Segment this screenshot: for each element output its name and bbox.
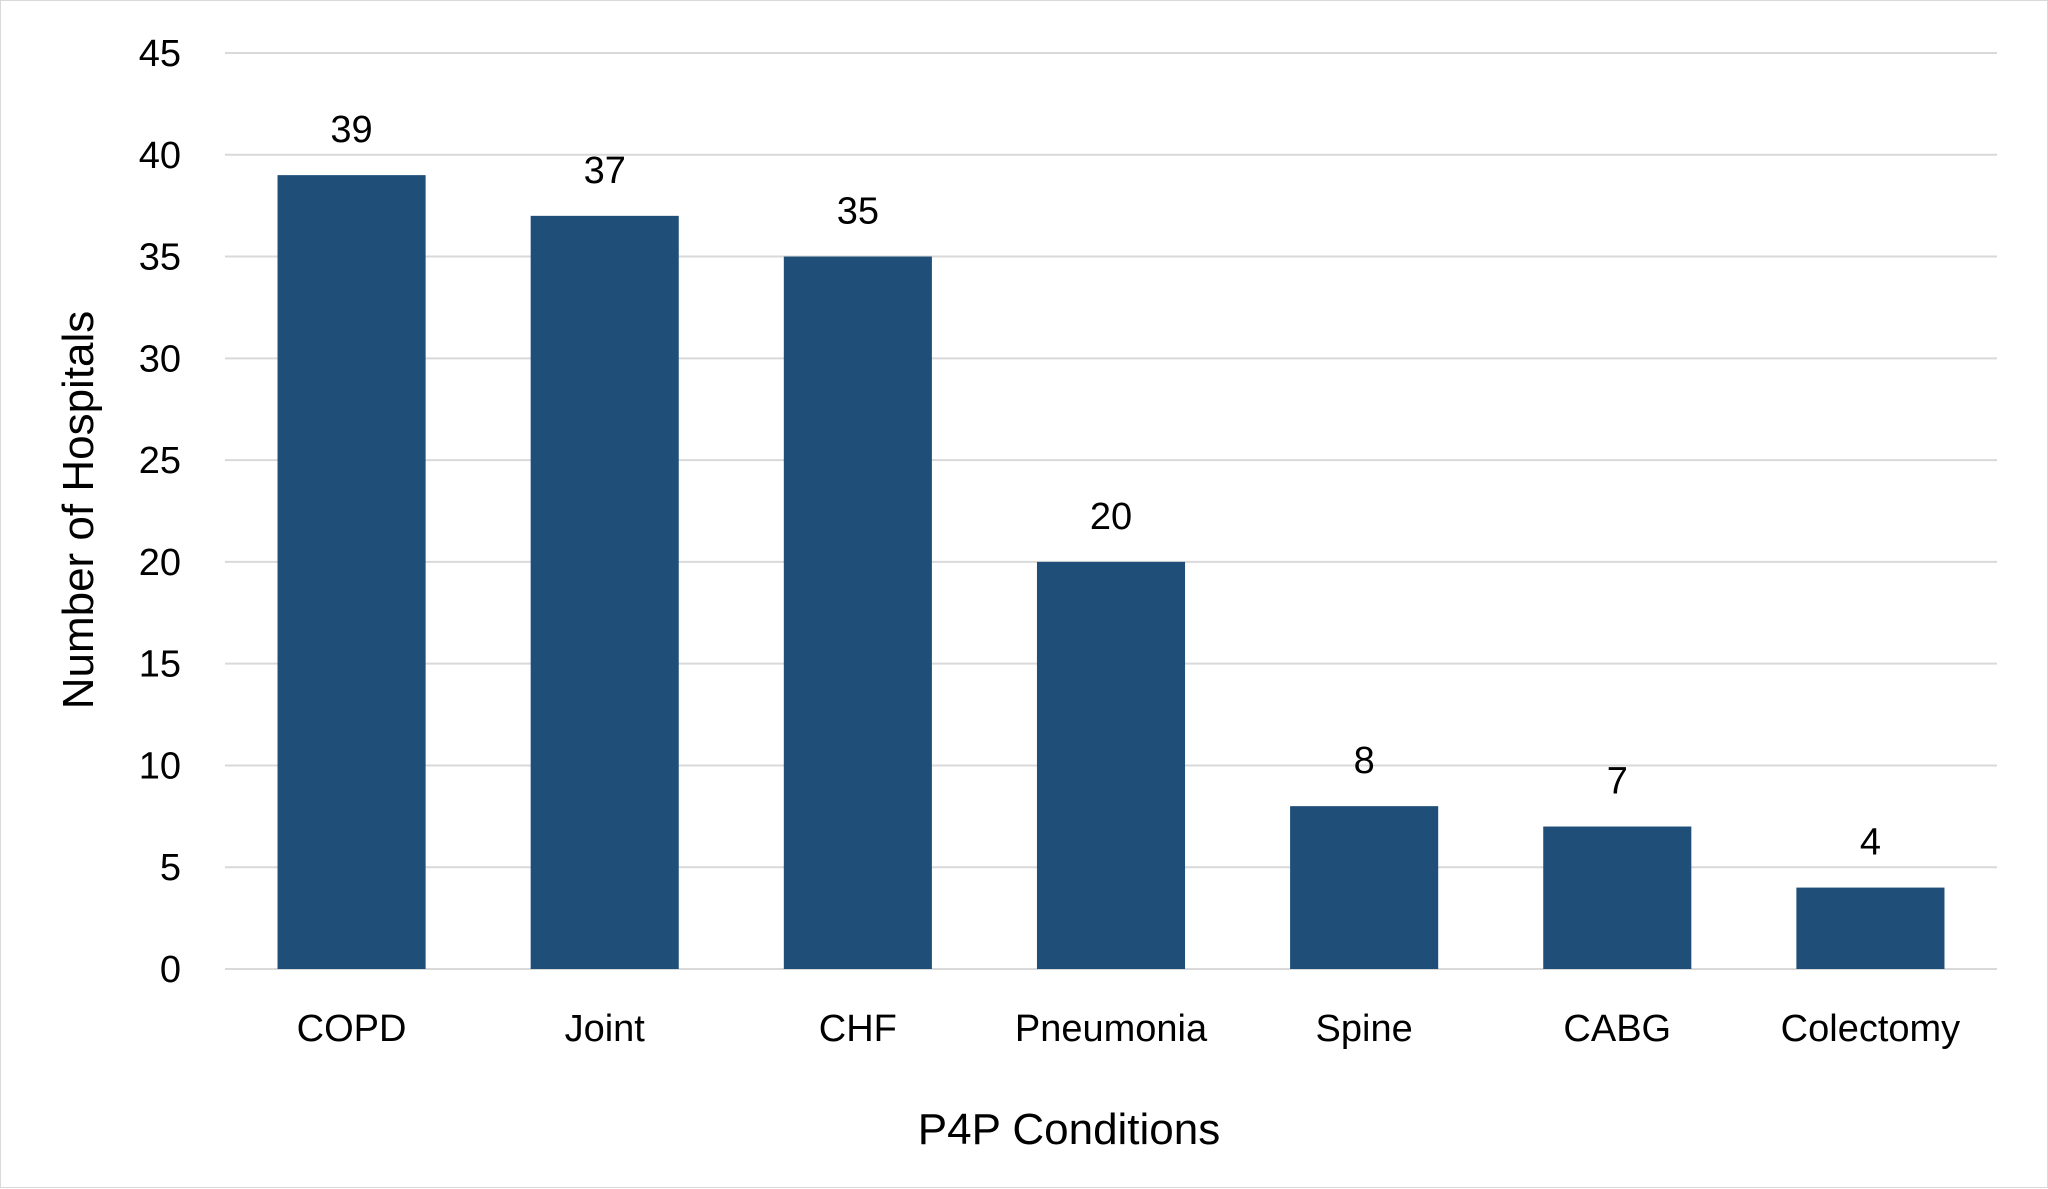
bar-spine xyxy=(1290,806,1439,969)
data-label-pneumonia: 20 xyxy=(1090,496,1132,538)
data-label-spine: 8 xyxy=(1354,740,1375,782)
y-axis-ticks: 0 5 10 15 20 25 30 35 40 45 xyxy=(139,33,181,991)
x-tick-label-colectomy: Colectomy xyxy=(1781,1008,1961,1050)
bar-pneumonia xyxy=(1036,561,1186,969)
y-tick-label: 40 xyxy=(139,135,181,177)
data-label-cabg: 7 xyxy=(1607,761,1628,803)
y-axis-title: Number of Hospitals xyxy=(54,311,103,710)
data-label-copd: 39 xyxy=(330,109,372,151)
data-labels: 39 37 35 20 8 7 4 xyxy=(330,109,1881,863)
bar-joint xyxy=(530,215,679,969)
bar-cabg xyxy=(1543,826,1692,969)
y-tick-label: 30 xyxy=(139,338,181,380)
y-tick-label: 15 xyxy=(139,644,181,686)
y-tick-label: 20 xyxy=(139,542,181,584)
x-tick-label-joint: Joint xyxy=(565,1008,646,1050)
bars xyxy=(277,175,1945,970)
data-label-joint: 37 xyxy=(584,150,626,192)
y-tick-label: 25 xyxy=(139,440,181,482)
bar-colectomy xyxy=(1796,887,1945,969)
y-tick-label: 0 xyxy=(160,949,181,991)
x-tick-label-cabg: CABG xyxy=(1563,1008,1671,1050)
x-tick-label-copd: COPD xyxy=(297,1008,407,1050)
bar-chf xyxy=(783,256,932,969)
x-tick-label-chf: CHF xyxy=(819,1008,897,1050)
data-label-colectomy: 4 xyxy=(1860,822,1881,864)
x-tick-label-spine: Spine xyxy=(1316,1008,1413,1050)
data-label-chf: 35 xyxy=(837,191,879,233)
y-tick-label: 35 xyxy=(139,237,181,279)
x-axis-title: P4P Conditions xyxy=(918,1105,1221,1154)
x-axis-categories: COPD Joint CHF Pneumonia Spine CABG Colectomy xyxy=(297,1008,1961,1050)
bar-copd xyxy=(277,175,426,970)
y-tick-label: 45 xyxy=(139,33,181,75)
x-tick-label-pneumonia: Pneumonia xyxy=(1015,1008,1208,1050)
y-tick-label: 5 xyxy=(160,847,181,889)
y-tick-label: 10 xyxy=(139,745,181,787)
